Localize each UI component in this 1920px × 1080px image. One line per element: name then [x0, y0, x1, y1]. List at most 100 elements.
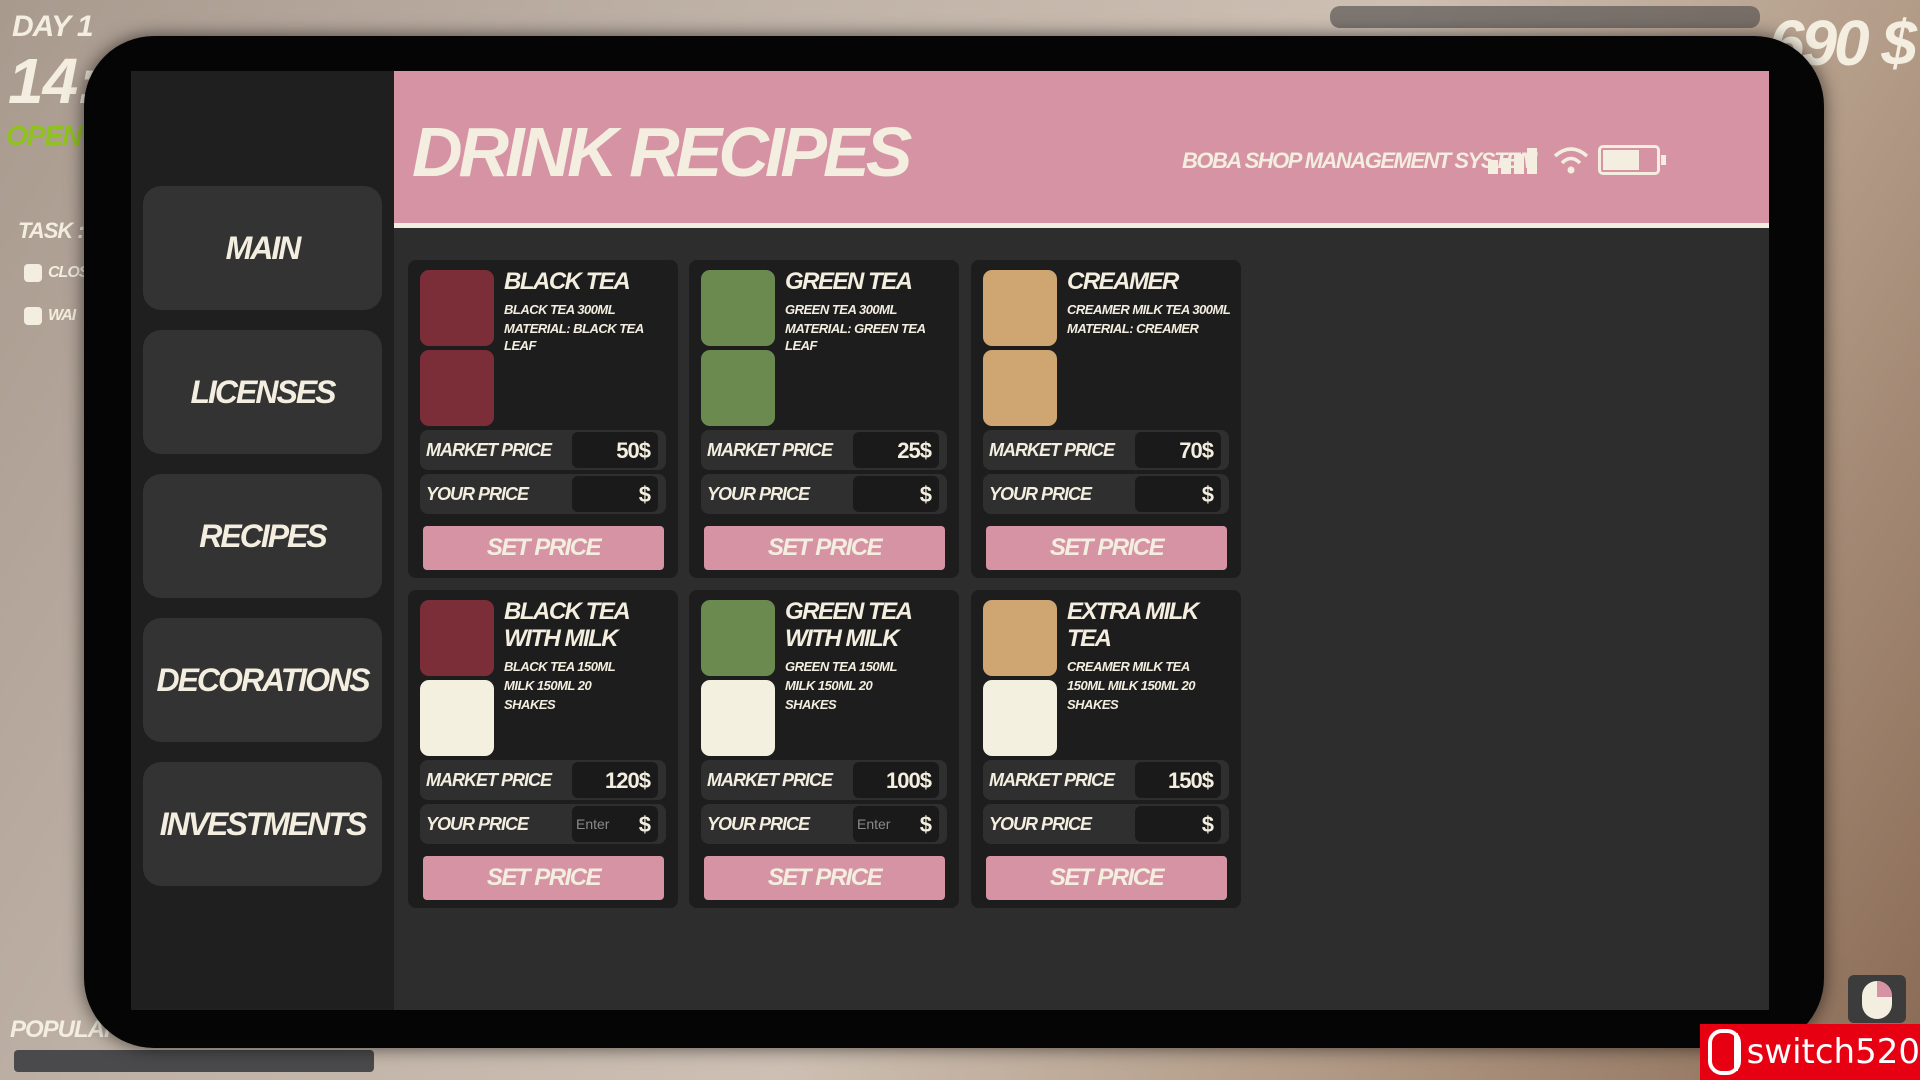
recipe-name: GREEN TEA WITH MILK [785, 598, 912, 652]
market-price-box: 150$ [1135, 762, 1221, 798]
header-divider [394, 223, 1769, 228]
page-title: DRINK RECIPES [412, 113, 912, 191]
market-price-value: 70$ [1179, 438, 1214, 463]
currency-symbol: $ [1201, 812, 1214, 837]
recipe-desc: SHAKES [785, 697, 837, 712]
ingredient-swatch [701, 680, 775, 756]
task-checkbox[interactable] [24, 264, 42, 282]
set-price-button[interactable]: SET PRICE [986, 526, 1227, 570]
currency-symbol: $ [919, 482, 932, 507]
task-checkbox[interactable] [24, 307, 42, 325]
mouse-icon [1848, 975, 1906, 1023]
clock: 14: [8, 45, 98, 117]
battery-icon [1598, 145, 1666, 175]
task-label: WAI [48, 307, 76, 324]
market-price-box: 50$ [572, 432, 658, 468]
recipe-desc: MATERIAL: GREEN TEA LEAF [785, 321, 926, 353]
ingredient-swatch [420, 350, 494, 426]
task-label: CLOS [48, 264, 89, 281]
currency-symbol: $ [1201, 482, 1214, 507]
set-price-label: SET PRICE [1049, 534, 1165, 561]
set-price-label: SET PRICE [486, 864, 602, 891]
recipe-card: GREEN TEA GREEN TEA 300ML MATERIAL: GREEN … [689, 260, 959, 578]
recipe-desc: SHAKES [1067, 697, 1119, 712]
ingredient-swatch [420, 270, 494, 346]
wifi-icon [1553, 147, 1589, 174]
market-price-box: 25$ [853, 432, 939, 468]
market-price-row: MARKET PRICE 25$ [701, 430, 947, 470]
sidebar-item-label: LICENSES [190, 373, 336, 410]
set-price-button[interactable]: SET PRICE [423, 856, 664, 900]
sidebar-item-decorations[interactable]: DECORATIONS [143, 618, 382, 742]
sidebar-item-recipes[interactable]: RECIPES [143, 474, 382, 598]
market-price-row: MARKET PRICE 50$ [420, 430, 666, 470]
market-price-value: 50$ [616, 438, 651, 463]
set-price-label: SET PRICE [486, 534, 602, 561]
your-price-input[interactable] [1139, 483, 1191, 505]
market-price-label: MARKET PRICE [707, 440, 833, 460]
recipe-desc: GREEN TEA 150ML [785, 659, 897, 674]
recipe-info: CREAMER CREAMER MILK TEA 300ML MATERIAL: C… [1067, 268, 1235, 337]
market-price-value: 150$ [1168, 768, 1214, 793]
your-price-input[interactable] [1139, 813, 1191, 835]
ingredient-swatch [983, 350, 1057, 426]
your-price-input[interactable] [576, 483, 628, 505]
recipe-name: EXTRA MILK TEA [1067, 598, 1199, 652]
sidebar-item-investments[interactable]: INVESTMENTS [143, 762, 382, 886]
market-price-value: 120$ [605, 768, 651, 793]
set-price-button[interactable]: SET PRICE [986, 856, 1227, 900]
sidebar-item-main[interactable]: MAIN [143, 186, 382, 310]
recipe-name: BLACK TEA WITH MILK [504, 598, 630, 652]
market-price-label: MARKET PRICE [426, 440, 552, 460]
market-price-label: MARKET PRICE [707, 770, 833, 790]
your-price-box: $ [572, 476, 658, 512]
set-price-button[interactable]: SET PRICE [704, 526, 945, 570]
your-price-label: YOUR PRICE [426, 484, 529, 504]
recipe-card: BLACK TEA BLACK TEA 300ML MATERIAL: BLACK … [408, 260, 678, 578]
recipe-info: GREEN TEA WITH MILK GREEN TEA 150ML MILK 1… [785, 598, 953, 713]
market-price-value: 25$ [897, 438, 932, 463]
set-price-button[interactable]: SET PRICE [704, 856, 945, 900]
your-price-box: $ [572, 806, 658, 842]
recipe-card: CREAMER CREAMER MILK TEA 300ML MATERIAL: C… [971, 260, 1241, 578]
header [394, 71, 1769, 223]
recipe-desc: CREAMER MILK TEA [1067, 659, 1190, 674]
currency-symbol: $ [919, 812, 932, 837]
your-price-input[interactable] [857, 483, 909, 505]
market-price-label: MARKET PRICE [989, 770, 1115, 790]
shop-status: OPEN [6, 120, 82, 151]
switch-logo-icon [1708, 1029, 1741, 1075]
sidebar-item-licenses[interactable]: LICENSES [143, 330, 382, 454]
your-price-input[interactable] [857, 813, 909, 835]
market-price-box: 100$ [853, 762, 939, 798]
recipe-name: CREAMER [1067, 268, 1179, 295]
recipe-desc: MILK 150ML 20 [785, 678, 873, 693]
your-price-row: YOUR PRICE $ [701, 804, 947, 844]
market-price-row: MARKET PRICE 100$ [701, 760, 947, 800]
your-price-label: YOUR PRICE [989, 484, 1092, 504]
recipe-card: EXTRA MILK TEA CREAMER MILK TEA 150ML MILK… [971, 590, 1241, 908]
recipe-desc: BLACK TEA 300ML [504, 302, 616, 317]
ingredient-swatch [701, 270, 775, 346]
your-price-label: YOUR PRICE [989, 814, 1092, 834]
market-price-label: MARKET PRICE [989, 440, 1115, 460]
your-price-box: $ [1135, 476, 1221, 512]
market-price-row: MARKET PRICE 150$ [983, 760, 1229, 800]
top-progress-bar [1330, 6, 1760, 28]
market-price-box: 120$ [572, 762, 658, 798]
recipe-desc: MATERIAL: BLACK TEA LEAF [504, 321, 644, 353]
your-price-box: $ [853, 806, 939, 842]
market-price-label: MARKET PRICE [426, 770, 552, 790]
your-price-input[interactable] [576, 813, 628, 835]
recipe-card: BLACK TEA WITH MILK BLACK TEA 150ML MILK 1… [408, 590, 678, 908]
watermark-text: switch520 [1746, 1032, 1920, 1072]
set-price-button[interactable]: SET PRICE [423, 526, 664, 570]
your-price-label: YOUR PRICE [426, 814, 529, 834]
recipe-desc: MATERIAL: CREAMER [1067, 321, 1199, 336]
your-price-row: YOUR PRICE $ [420, 804, 666, 844]
ingredient-swatch [701, 600, 775, 676]
your-price-label: YOUR PRICE [707, 484, 810, 504]
ingredient-swatch [420, 680, 494, 756]
sidebar-item-label: MAIN [225, 229, 302, 266]
system-name: BOBA SHOP MANAGEMENT SYSTEM [1182, 148, 1537, 173]
